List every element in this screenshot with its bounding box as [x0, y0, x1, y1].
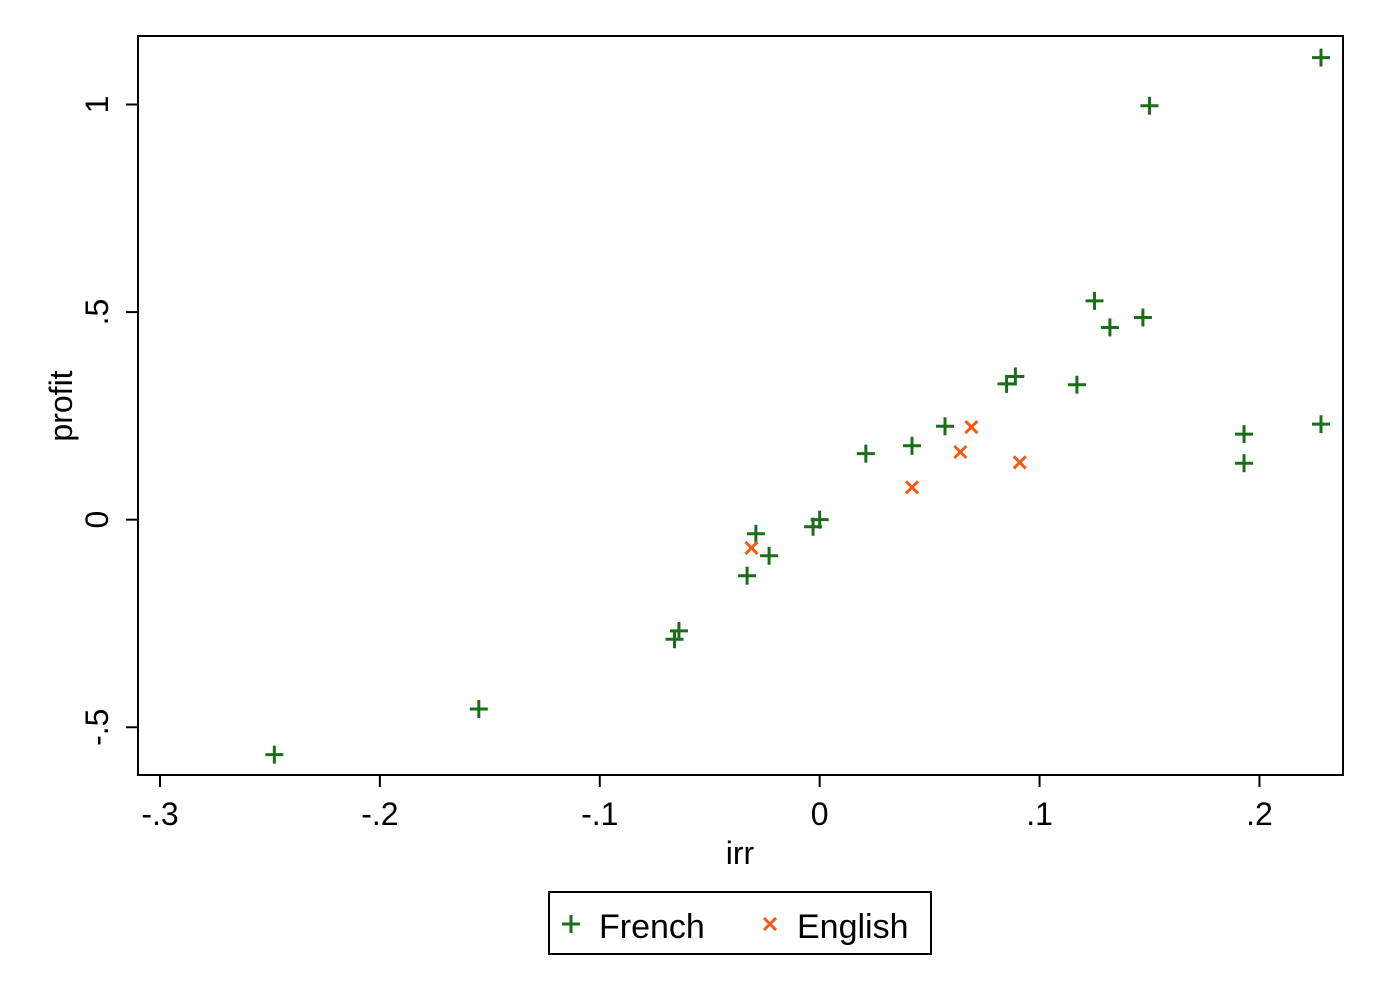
x-tick-label: 0 — [811, 796, 829, 832]
data-point-french — [669, 621, 688, 640]
legend-label-english: English — [797, 908, 909, 946]
data-point-english — [1012, 455, 1027, 470]
data-point-french — [1235, 425, 1254, 444]
data-point-french — [746, 524, 765, 543]
y-tick-label: -.5 — [79, 709, 115, 746]
x-tick-label: .1 — [1026, 796, 1053, 832]
legend-marker-french — [562, 915, 580, 933]
data-point-french — [1312, 48, 1331, 67]
x-axis-title: irr — [726, 835, 755, 871]
x-axis: -.3 -.2 -.1 0 .1 .2 — [141, 775, 1273, 832]
data-point-french — [760, 546, 779, 565]
data-point-french — [1006, 367, 1025, 386]
x-tick-label: -.1 — [581, 796, 618, 832]
data-points — [265, 48, 1331, 764]
y-tick-label: 1 — [79, 96, 115, 114]
y-tick-label: 0 — [79, 511, 115, 529]
data-point-english — [964, 420, 979, 435]
y-axis-title: profit — [43, 370, 79, 441]
data-point-french — [935, 417, 954, 436]
data-point-english — [744, 540, 759, 555]
data-point-french — [1100, 318, 1119, 337]
data-point-french — [1235, 454, 1254, 473]
data-point-english — [904, 480, 920, 495]
data-point-french — [1312, 415, 1331, 434]
data-point-french — [738, 566, 757, 585]
data-point-french — [810, 510, 829, 529]
data-point-french — [665, 630, 684, 649]
legend-symbol — [562, 915, 580, 933]
data-point-french — [1133, 308, 1152, 327]
data-point-french — [1085, 291, 1104, 310]
legend-symbol — [762, 916, 778, 932]
y-axis: -.5 0 .5 1 — [79, 96, 138, 746]
legend-box — [548, 891, 932, 955]
data-point-french — [1140, 96, 1159, 115]
legend-label-french: French — [599, 908, 705, 946]
legend: French English — [548, 891, 932, 955]
x-tick-label: -.3 — [141, 796, 178, 832]
data-point-french — [1067, 375, 1086, 394]
data-point-french — [469, 699, 488, 718]
x-tick-label: -.2 — [361, 796, 398, 832]
x-tick-label: .2 — [1246, 796, 1273, 832]
y-tick-label: .5 — [79, 299, 115, 326]
data-point-french — [856, 444, 875, 463]
data-point-french — [265, 745, 284, 764]
data-point-english — [953, 444, 968, 460]
data-point-french — [903, 436, 922, 455]
legend-marker-english — [762, 916, 778, 932]
plot-area — [137, 35, 1344, 776]
